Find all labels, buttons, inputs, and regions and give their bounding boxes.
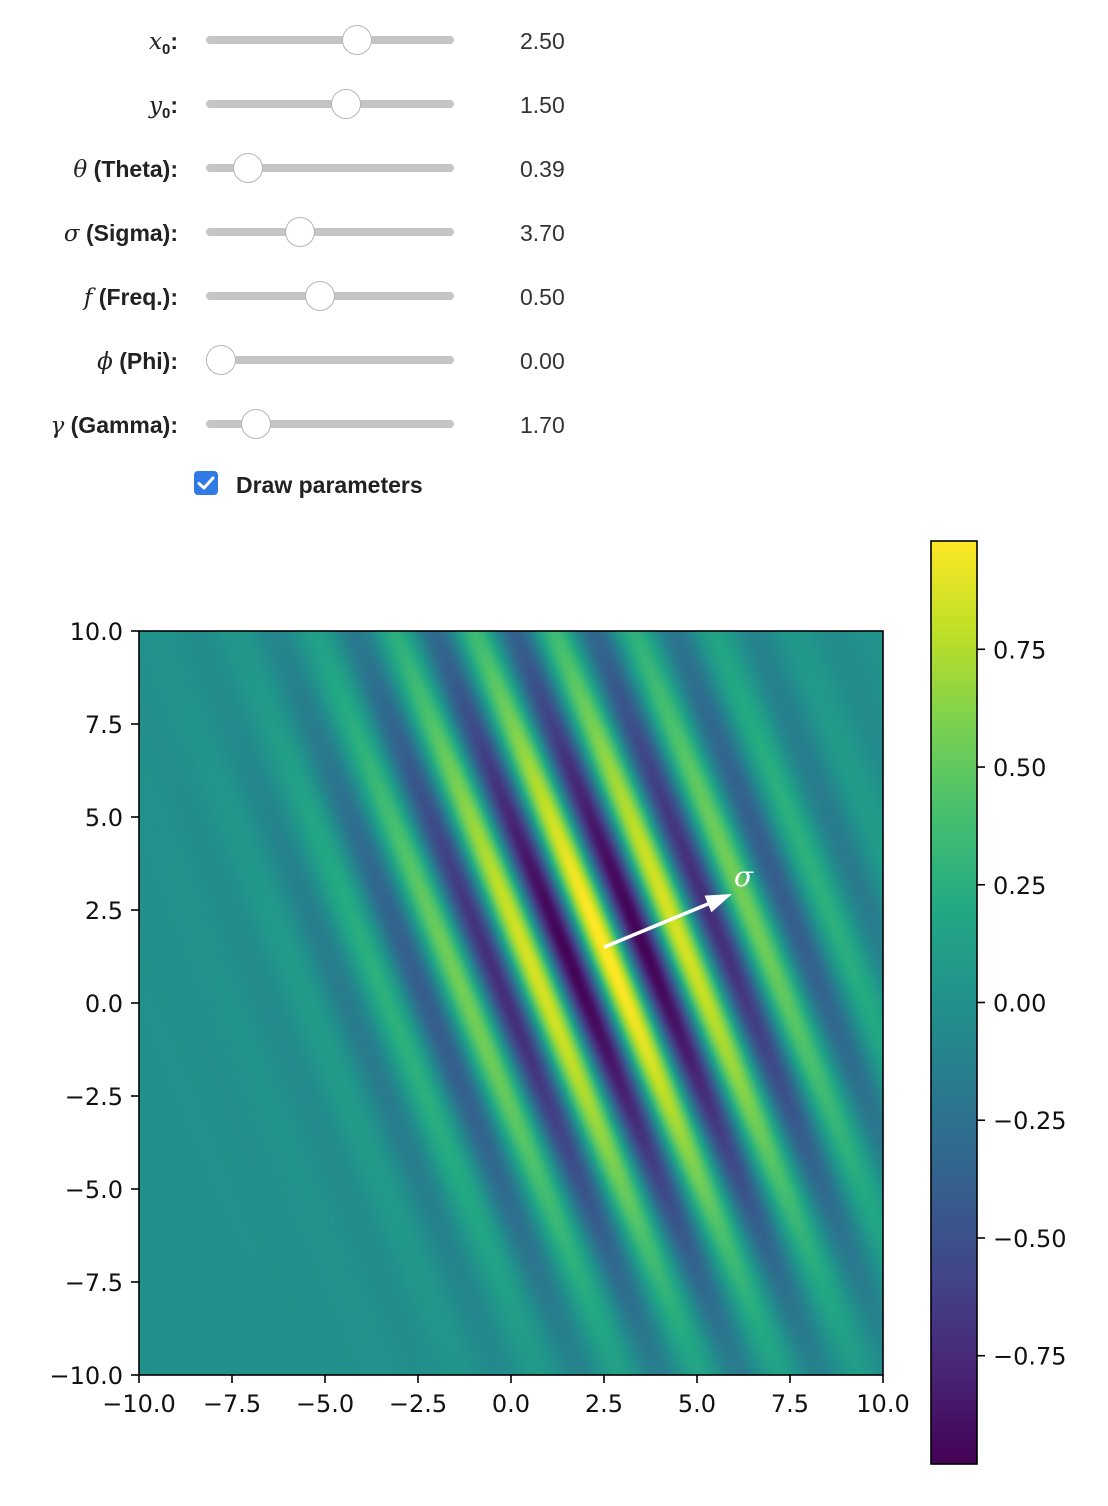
sigma-value: 3.70 [520, 220, 565, 246]
x-tick-label: 0.0 [492, 1390, 530, 1418]
gamma-value: 1.70 [520, 412, 565, 438]
colorbar-tick-label: −0.25 [993, 1107, 1067, 1135]
y-tick-label: 5.0 [85, 804, 123, 832]
y-tick-label: 7.5 [85, 711, 123, 739]
gamma-symbol: γ [50, 413, 65, 439]
theta-value: 0.39 [520, 156, 565, 182]
draw-parameters-label: Draw parameters [236, 472, 423, 498]
gamma-label-text: (Gamma): [64, 412, 178, 438]
freq-slider-thumb[interactable] [305, 281, 336, 311]
phi-symbol: ϕ [97, 349, 113, 375]
theta-label: θ (Theta): [0, 156, 178, 183]
gamma-slider-thumb[interactable] [240, 409, 271, 439]
colorbar-tick-label: −0.75 [993, 1343, 1067, 1371]
phi-label-text: (Phi): [112, 348, 178, 374]
x0-slider-thumb[interactable] [342, 25, 373, 55]
sigma-symbol: σ [63, 221, 80, 247]
slider-row-y0: y0: 1.50 [0, 84, 700, 124]
x-tick-label: −5.0 [296, 1390, 354, 1418]
freq-label: f (Freq.): [0, 284, 178, 311]
y-tick-label: 2.5 [85, 897, 123, 925]
theta-slider[interactable] [206, 153, 454, 183]
colorbar-tick-label: 0.25 [993, 872, 1046, 900]
draw-parameters-checkbox[interactable] [194, 471, 218, 495]
x0-label: x0: [0, 28, 178, 58]
gabor-heatmap [139, 631, 883, 1375]
phi-label: ϕ (Phi): [0, 348, 178, 375]
sigma-annotation-label: σ [734, 860, 754, 893]
x0-label-text: : [170, 28, 178, 54]
colorbar-tick-label: 0.75 [993, 636, 1046, 664]
x0-subscript: 0 [161, 41, 171, 58]
y-tick-label: 10.0 [70, 618, 123, 646]
sigma-arrow-line [603, 902, 709, 949]
checkmark-icon [197, 476, 215, 490]
y0-label-text: : [170, 92, 178, 118]
x-tick-label: 5.0 [678, 1390, 716, 1418]
freq-slider[interactable] [206, 281, 454, 311]
x0-slider[interactable] [206, 25, 454, 55]
x0-symbol: x [149, 29, 162, 55]
x-tick-label: −10.0 [102, 1390, 176, 1418]
sigma-slider[interactable] [206, 217, 454, 247]
slider-row-x0: x0: 2.50 [0, 20, 700, 60]
freq-value: 0.50 [520, 284, 565, 310]
x-tick-label: 10.0 [856, 1390, 909, 1418]
phi-slider-thumb[interactable] [206, 345, 236, 375]
y0-slider-thumb[interactable] [331, 89, 362, 119]
draw-parameters-toggle[interactable]: Draw parameters [192, 470, 592, 502]
y0-symbol: y [148, 93, 162, 119]
sigma-label-text: (Sigma): [79, 220, 178, 246]
y-tick-label: −5.0 [65, 1176, 123, 1204]
y0-value: 1.50 [520, 92, 565, 118]
slider-row-freq: f (Freq.): 0.50 [0, 276, 700, 316]
x-tick-label: 2.5 [585, 1390, 623, 1418]
x-tick-label: −2.5 [389, 1390, 447, 1418]
y0-slider[interactable] [206, 89, 454, 119]
sigma-slider-thumb[interactable] [285, 217, 316, 247]
slider-row-phi: ϕ (Phi): 0.00 [0, 340, 700, 380]
colorbar-tick-label: 0.00 [993, 990, 1046, 1018]
colorbar [930, 540, 978, 1465]
y0-subscript: 0 [161, 105, 171, 122]
y-tick-label: 0.0 [85, 990, 123, 1018]
slider-row-theta: θ (Theta): 0.39 [0, 148, 700, 188]
phi-value: 0.00 [520, 348, 565, 374]
gamma-slider[interactable] [206, 409, 454, 439]
gamma-label: γ (Gamma): [0, 412, 179, 439]
slider-row-gamma: γ (Gamma): 1.70 [0, 404, 700, 444]
slider-row-sigma: σ (Sigma): 3.70 [0, 212, 700, 252]
y-tick-label: −10.0 [49, 1362, 123, 1390]
x-tick-label: −7.5 [203, 1390, 261, 1418]
theta-label-text: (Theta): [87, 156, 178, 182]
y-tick-label: −2.5 [65, 1083, 123, 1111]
x-tick-label: 7.5 [771, 1390, 809, 1418]
theta-slider-thumb[interactable] [233, 153, 264, 183]
y-tick-label: −7.5 [65, 1269, 123, 1297]
sigma-label: σ (Sigma): [0, 220, 178, 247]
gabor-chart: σ −10.0 −7.5 −5.0 −2.5 0.0 2.5 5.0 7.5 10.0 10.0 7… [49, 540, 1067, 1465]
theta-symbol: θ [73, 157, 88, 183]
x0-value: 2.50 [520, 28, 565, 54]
controls-panel: x0: 2.50 y0: 1.50 θ (Theta): 0.39 σ (Sigma): 3.… [0, 0, 1108, 520]
colorbar-tick-label: 0.50 [993, 754, 1046, 782]
sigma-arrow-head [704, 894, 732, 913]
y0-label: y0: [0, 92, 178, 122]
freq-label-text: (Freq.): [92, 284, 178, 310]
phi-slider[interactable] [206, 345, 454, 375]
freq-symbol: f [83, 285, 93, 311]
colorbar-tick-label: −0.50 [993, 1225, 1067, 1253]
